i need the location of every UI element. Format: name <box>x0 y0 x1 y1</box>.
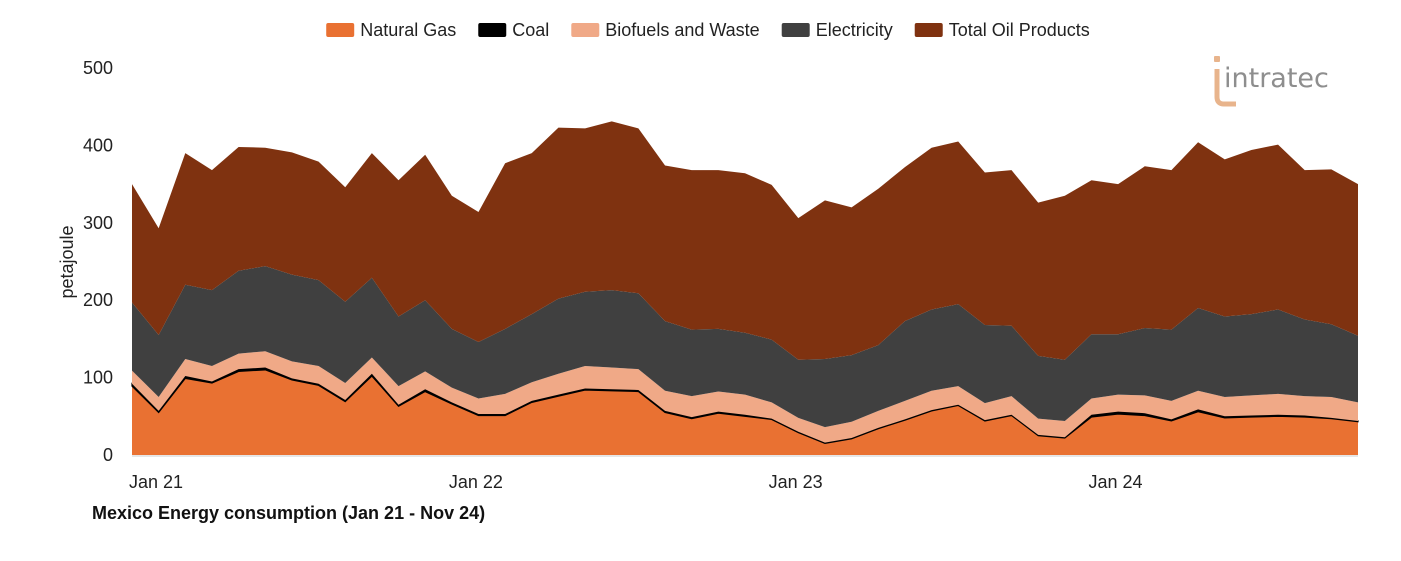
area-biofuels-and-waste <box>132 351 1358 443</box>
legend-label: Total Oil Products <box>949 20 1090 40</box>
logo-text: intratec <box>1224 63 1329 94</box>
legend: Natural Gas Coal Biofuels and Waste Electri… <box>326 20 1090 40</box>
legend-label: Electricity <box>816 20 893 40</box>
x-tick-label: Jan 21 <box>129 472 183 492</box>
chart-caption: Mexico Energy consumption (Jan 21 - Nov … <box>92 503 485 523</box>
y-tick-label: 300 <box>83 213 113 233</box>
y-axis-ticks: 0 100 200 300 400 500 <box>83 58 113 465</box>
x-axis-ticks: Jan 21 Jan 22 Jan 23 Jan 24 <box>129 472 1143 492</box>
x-tick-label: Jan 24 <box>1088 472 1142 492</box>
y-tick-label: 500 <box>83 58 113 78</box>
logo-mark <box>1214 69 1236 107</box>
x-tick-label: Jan 22 <box>449 472 503 492</box>
logo-dot <box>1214 56 1220 62</box>
legend-swatch-biofuels-and-waste <box>571 23 600 37</box>
legend-label: Coal <box>512 20 549 40</box>
y-tick-label: 100 <box>83 368 113 388</box>
y-tick-label: 400 <box>83 135 113 155</box>
y-axis-title: petajoule <box>57 225 77 298</box>
area-electricity <box>132 266 1358 428</box>
y-tick-label: 0 <box>103 445 113 465</box>
y-tick-label: 200 <box>83 290 113 310</box>
x-tick-label: Jan 23 <box>769 472 823 492</box>
intratec-logo: intratec <box>1214 56 1329 107</box>
stacked-areas <box>131 121 1359 455</box>
legend-swatch-electricity <box>781 23 810 37</box>
area-total-oil-products <box>132 121 1358 360</box>
area-natural-gas <box>132 369 1358 455</box>
legend-swatch-coal <box>478 23 507 37</box>
legend-swatch-natural-gas <box>326 23 355 37</box>
legend-label: Natural Gas <box>360 20 456 40</box>
legend-label: Biofuels and Waste <box>605 20 759 40</box>
legend-swatch-total-oil-products <box>914 23 943 37</box>
